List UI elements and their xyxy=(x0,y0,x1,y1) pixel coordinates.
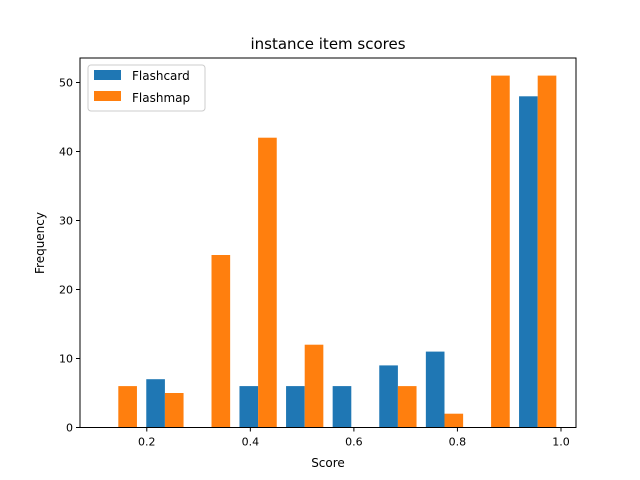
legend: Flashcard Flashmap xyxy=(87,64,206,112)
legend-swatch-flashmap xyxy=(94,91,121,101)
bar-flashmap-3 xyxy=(258,137,277,428)
bar-flashmap-8 xyxy=(491,75,510,428)
y-tick-label: 40 xyxy=(59,145,73,158)
x-tick-label: 1.0 xyxy=(552,436,570,449)
bar-flashcard-7 xyxy=(425,351,445,428)
y-tick-label: 30 xyxy=(59,214,73,227)
bar-flashmap-4 xyxy=(304,344,324,428)
legend-label-flashcard: Flashcard xyxy=(132,69,190,83)
y-tick-label: 50 xyxy=(59,76,73,89)
y-tick-label: 20 xyxy=(59,283,73,296)
bar-flashcard-1 xyxy=(146,379,165,428)
bar-flashcard-6 xyxy=(379,365,398,428)
bar-flashmap-9 xyxy=(537,75,557,428)
y-axis-ticks: 0 10 20 30 40 50 xyxy=(59,76,80,435)
bar-flashcard-9 xyxy=(519,96,538,428)
x-axis-ticks: 0.2 0.4 0.6 0.8 1.0 xyxy=(138,427,570,449)
bar-flashmap-7 xyxy=(444,413,464,428)
legend-swatch-flashcard xyxy=(94,70,121,80)
chart-title: instance item scores xyxy=(250,35,405,53)
bar-flashcard-4 xyxy=(286,386,305,428)
y-tick-label: 0 xyxy=(66,422,73,435)
y-axis-label: Frequency xyxy=(33,212,47,274)
y-tick-label: 10 xyxy=(59,352,73,365)
x-tick-label: 0.2 xyxy=(138,436,156,449)
bars-group xyxy=(118,75,557,428)
bar-flashmap-0 xyxy=(118,386,137,428)
x-tick-label: 0.4 xyxy=(242,436,260,449)
bar-flashmap-2 xyxy=(211,255,231,428)
x-axis-label: Score xyxy=(311,456,345,470)
plot-frame xyxy=(79,57,577,428)
x-tick-label: 0.8 xyxy=(449,436,467,449)
bar-flashmap-6 xyxy=(397,386,417,428)
legend-label-flashmap: Flashmap xyxy=(132,91,190,105)
x-tick-label: 0.6 xyxy=(345,436,363,449)
bar-flashcard-5 xyxy=(332,386,352,428)
bar-flashcard-3 xyxy=(239,386,259,428)
bar-flashmap-1 xyxy=(164,393,184,428)
